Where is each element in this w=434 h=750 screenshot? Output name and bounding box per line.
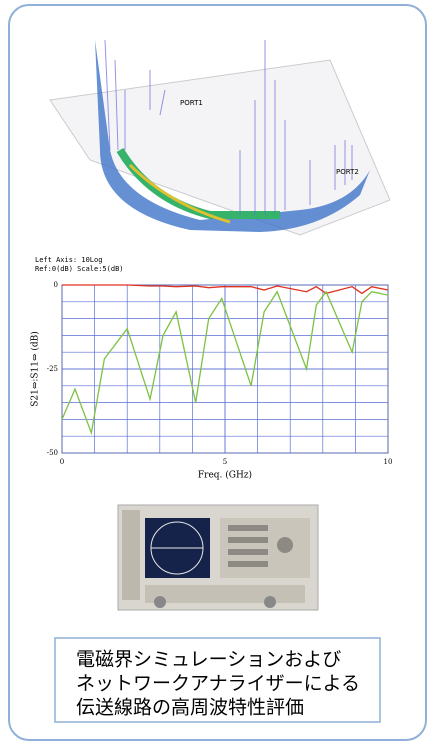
x-tick-label: 10 [384,458,393,466]
y-axis-label: S21⇔:S11⇔ (dB) [30,331,41,407]
y-tick-label: 0 [54,281,58,289]
x-axis-label: Freq. (GHz) [198,470,252,481]
caption-line: 電磁界シミュレーションおよび [76,649,341,671]
analyzer-photo [118,505,318,610]
port-label: PORT1 [180,99,203,107]
page: PORT1 PORT2 0-25-500510Left Axis: 10LogR… [0,0,434,746]
x-tick-label: 0 [60,458,64,466]
y-tick-label: -25 [47,365,58,373]
x-tick-label: 5 [223,458,227,466]
port-label: PORT2 [336,168,359,176]
caption-line: ネットワークアナライザーによる [76,673,360,695]
caption-line: 伝送線路の高周波特性評価 [76,697,304,719]
card: PORT1 PORT2 0-25-500510Left Axis: 10LogR… [0,0,434,746]
chart-subtitle: Ref:0(dB) Scale:5(dB) [35,265,124,273]
y-tick-label: -50 [47,449,58,457]
chart-subtitle: Left Axis: 10Log [35,256,102,264]
